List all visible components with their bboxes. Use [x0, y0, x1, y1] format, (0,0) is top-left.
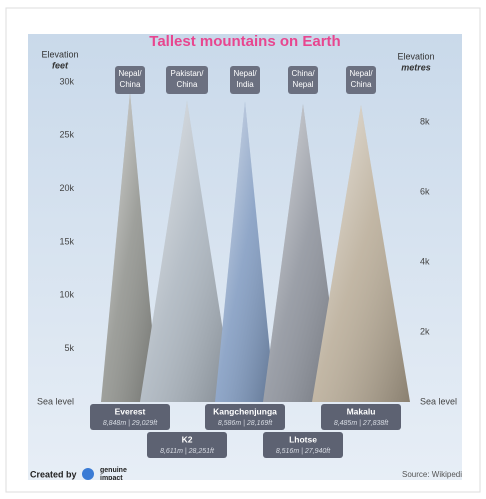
name-box — [90, 404, 170, 430]
name-box — [205, 404, 285, 430]
region-label: Pakistan/ — [171, 69, 205, 78]
region-label: China — [177, 80, 198, 89]
value-label: 8,516m | 27,940ft — [276, 448, 331, 455]
y-tick-label: 5k — [64, 343, 74, 353]
region-label: China — [120, 80, 141, 89]
mountain-name: Lhotse — [289, 434, 317, 444]
y-tick-label: Sea level — [37, 396, 74, 406]
y2-tick-label: 8k — [420, 116, 430, 126]
mountain-shade — [312, 105, 410, 402]
y2-axis-title: Elevation — [397, 51, 434, 61]
mountain-shade — [263, 103, 343, 403]
credit-brand: impact — [100, 475, 123, 482]
y-axis-unit: feet — [52, 60, 69, 70]
value-label: 8,848m | 29,029ft — [103, 420, 158, 427]
region-box — [288, 66, 318, 94]
mountain-name: K2 — [182, 434, 193, 444]
y2-tick-label: 2k — [420, 326, 430, 336]
y2-axis-unit: metres — [401, 62, 431, 72]
y2-tick-label: 6k — [420, 186, 430, 196]
mountain-name: Everest — [115, 406, 146, 416]
region-label: China/ — [291, 69, 315, 78]
y-axis-title: Elevation — [41, 49, 78, 59]
region-label: China — [351, 80, 372, 89]
y-tick-label: 15k — [59, 236, 74, 246]
mountain-name: Makalu — [347, 406, 376, 416]
y-tick-label: 10k — [59, 290, 74, 300]
credit: Created by — [30, 469, 77, 479]
y2-tick-label: Sea level — [420, 396, 457, 406]
y-tick-label: 20k — [59, 183, 74, 193]
value-label: 8,485m | 27,838ft — [334, 420, 389, 427]
name-box — [321, 404, 401, 430]
region-label: Nepal — [293, 80, 314, 89]
y2-tick-label: 4k — [420, 256, 430, 266]
region-label: Nepal/ — [349, 69, 373, 78]
region-box — [346, 66, 376, 94]
mountain-name: Kangchenjunga — [213, 406, 277, 416]
region-box — [230, 66, 260, 94]
region-box — [166, 66, 208, 94]
y-tick-label: 30k — [59, 76, 74, 86]
source: Source: Wikipedia — [402, 470, 467, 479]
region-label: Nepal/ — [233, 69, 257, 78]
mountain-shade — [215, 101, 275, 402]
mountain-shade — [140, 100, 234, 402]
mountain-shade — [101, 92, 159, 402]
value-label: 8,586m | 28,169ft — [218, 420, 273, 427]
credit-brand: genuine — [100, 467, 127, 474]
y-tick-label: 25k — [59, 130, 74, 140]
value-label: 8,611m | 28,251ft — [160, 448, 215, 455]
name-box — [147, 432, 227, 458]
region-box — [115, 66, 145, 94]
logo — [82, 468, 94, 480]
region-label: India — [236, 80, 254, 89]
name-box — [263, 432, 343, 458]
region-label: Nepal/ — [118, 69, 142, 78]
chart-title: Tallest mountains on Earth — [149, 33, 340, 50]
